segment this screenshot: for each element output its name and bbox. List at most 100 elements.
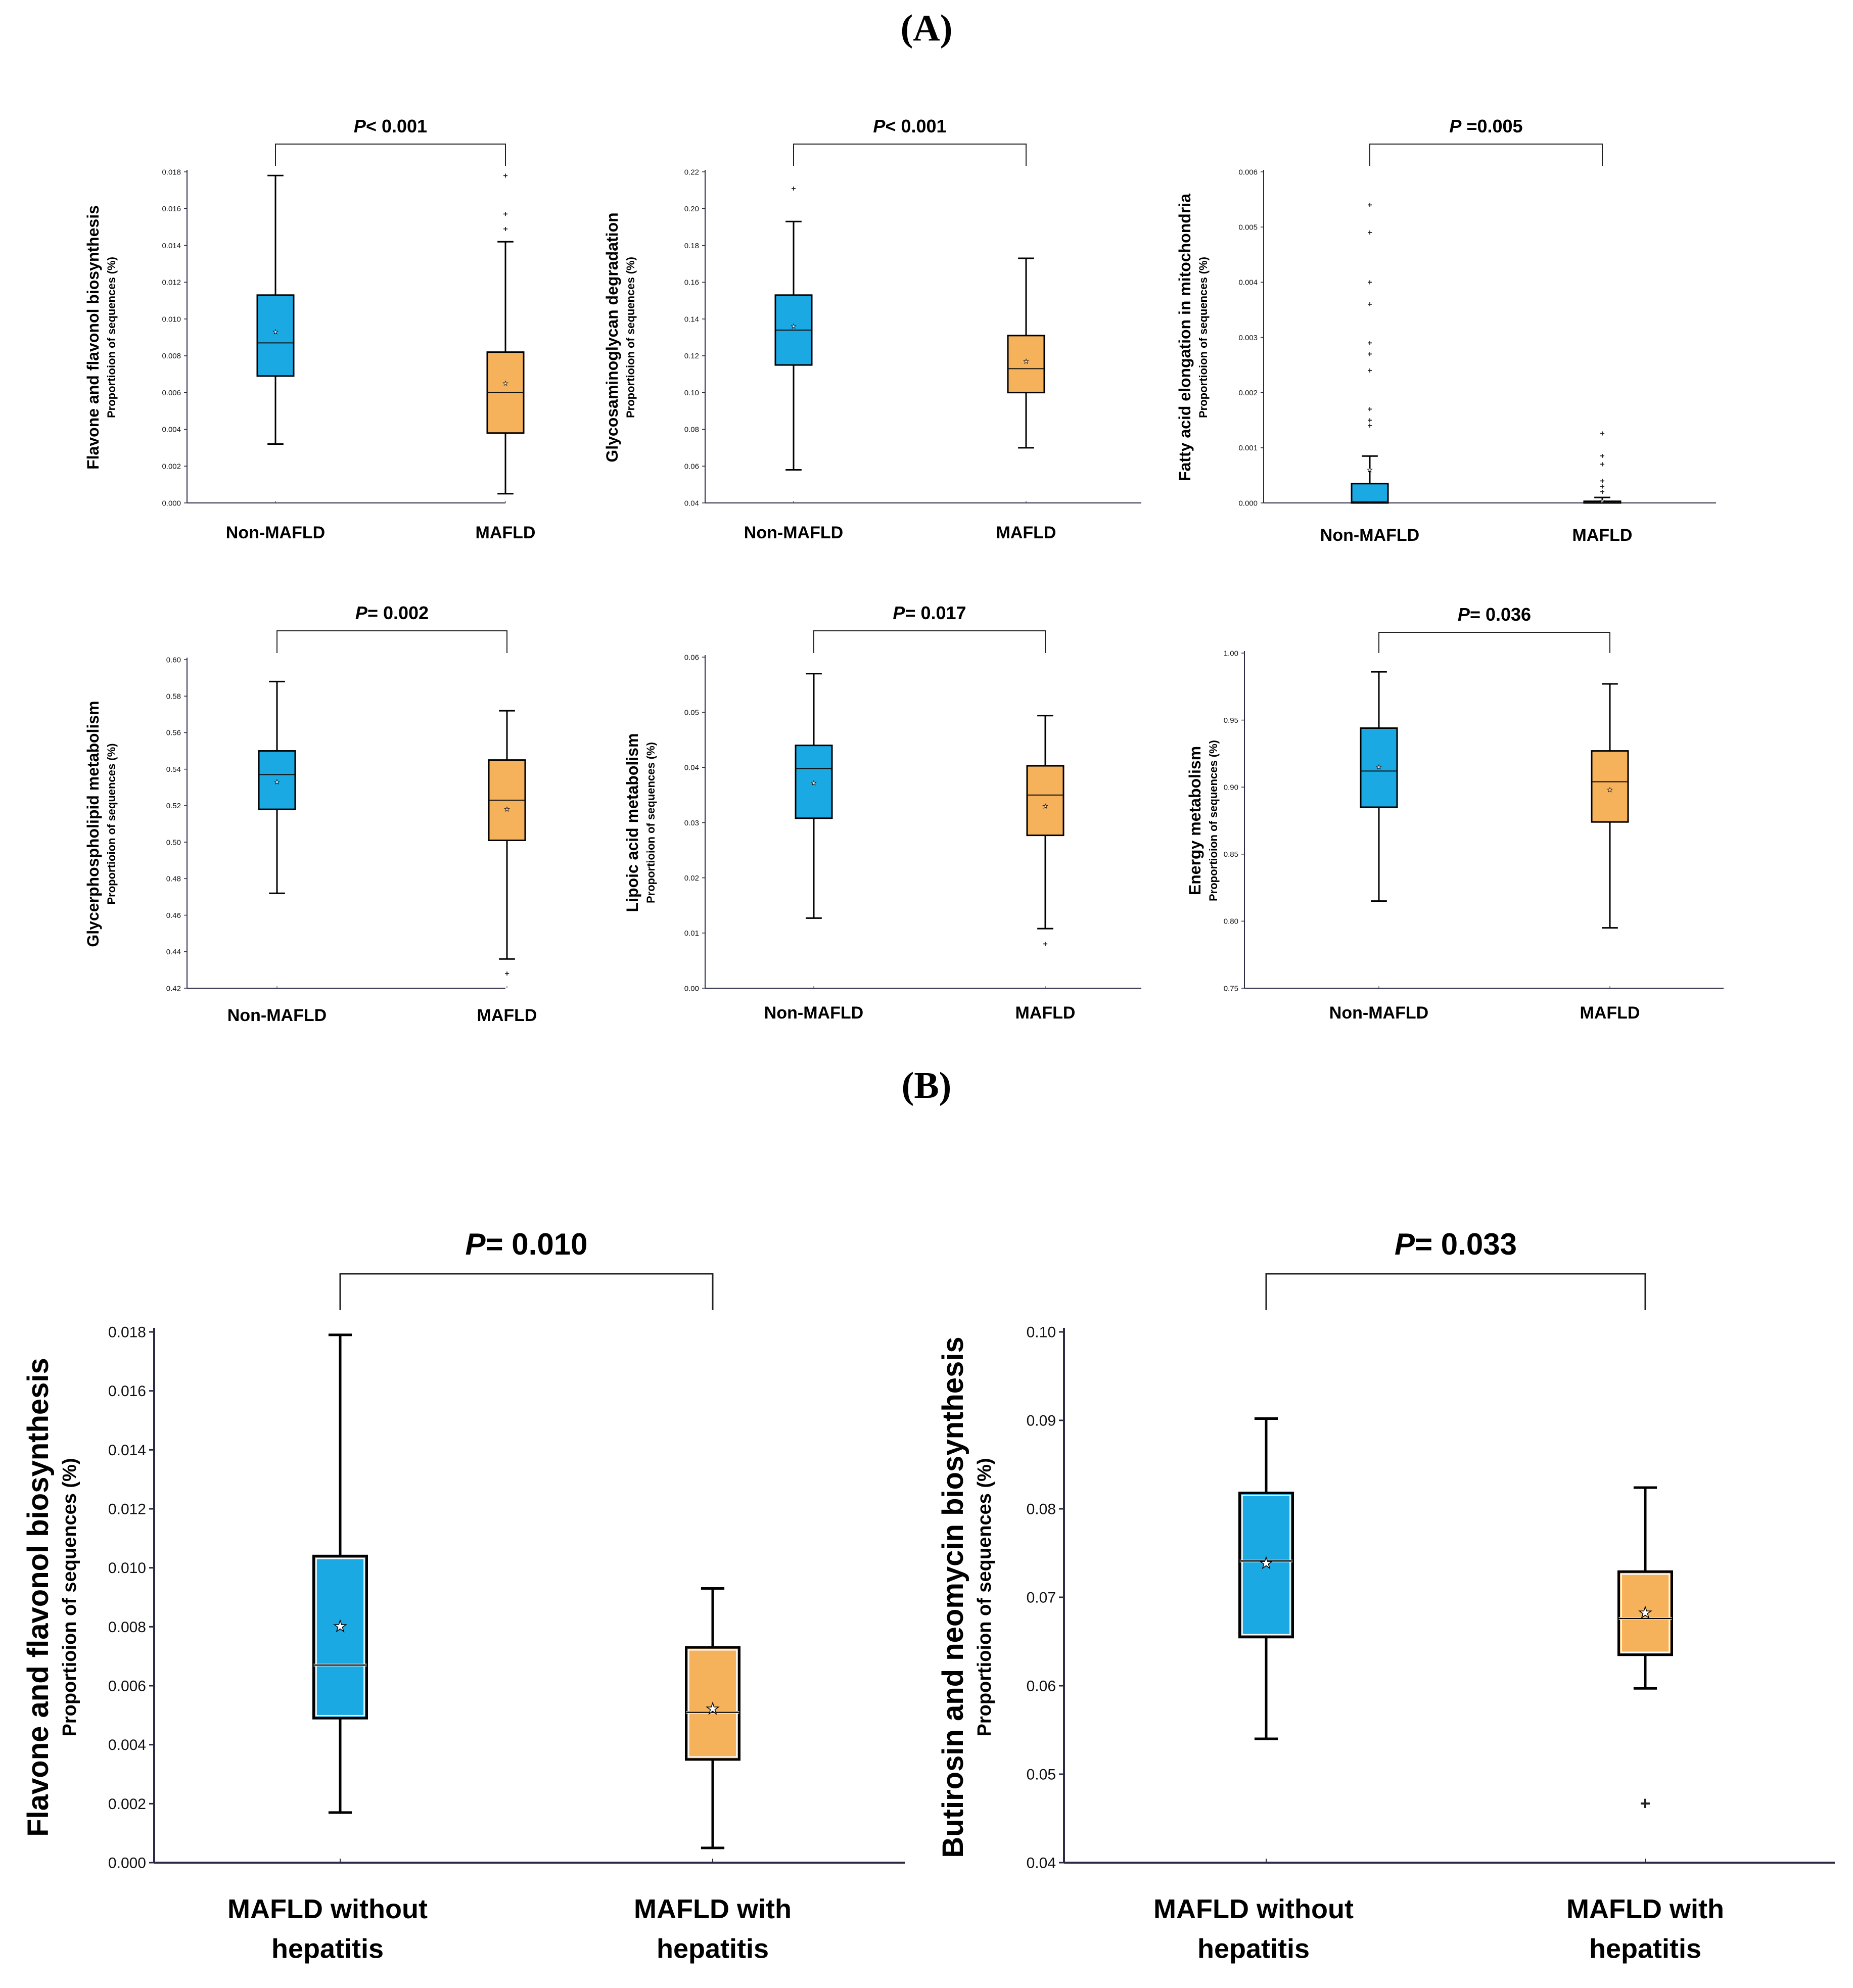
y-tick-label: 0.006 [108, 1678, 146, 1695]
x-category-label: Non-MAFLD [1329, 1003, 1428, 1023]
y-tick-label: 1.00 [1224, 649, 1238, 658]
x-category-label: MAFLD without [1153, 1894, 1354, 1924]
mean-marker: ★ [273, 329, 279, 336]
y-tick-label: 0.010 [162, 315, 181, 323]
iqr-box-inner-outline [1620, 1574, 1670, 1653]
outlier-marker: + [1367, 422, 1372, 430]
outlier-marker: + [1367, 416, 1372, 425]
x-category-label: MAFLD [1580, 1003, 1640, 1023]
y-tick-label: 0.006 [162, 389, 181, 397]
p-value: < 0.001 [885, 116, 946, 136]
p-symbol: P [466, 1227, 486, 1261]
x-category-label: Non-MAFLD [227, 1006, 327, 1025]
outlier-marker: + [1367, 201, 1372, 210]
x-category-label: hepatitis [657, 1933, 769, 1964]
outlier-marker: + [1600, 477, 1604, 485]
box-group1: ★ + Non-MAFLD [744, 184, 843, 542]
outlier-marker: + [1600, 488, 1604, 496]
y-tick-label: 0.08 [1027, 1501, 1056, 1518]
p-symbol: P [1395, 1227, 1415, 1261]
outlier-marker: + [504, 969, 509, 978]
y-tick-label: 0.008 [162, 352, 181, 360]
iqr-box [1007, 335, 1045, 394]
y-axis-subtitle: Proportioion of sequences (%) [624, 257, 637, 418]
y-tick-label: 0.03 [684, 819, 699, 827]
outlier-marker: + [503, 210, 507, 219]
x-category-label: MAFLD [1015, 1003, 1076, 1023]
box-group2: ★ MAFLD [1580, 683, 1640, 1023]
y-tick-label: 0.46 [166, 911, 181, 920]
p-value-label: P= 0.036 [1458, 604, 1531, 625]
y-tick-label: 0.016 [108, 1383, 146, 1400]
charts: 0.000 0.002 0.004 0.006 0.008 0.010 0.012 0.014… [22, 116, 1835, 1964]
p-symbol: P [1449, 116, 1462, 136]
y-tick-label: 0.000 [108, 1855, 146, 1872]
y-axis-title: Flavone and flavonol biosynthesis [84, 205, 102, 470]
significance-bracket [813, 630, 1046, 653]
y-tick-label: 0.001 [1238, 444, 1258, 452]
boxplot-chart-5: 0.00 0.01 0.02 0.03 0.04 0.05 0.06 Lipoic acid … [623, 603, 1141, 1023]
outlier-marker: + [1600, 452, 1604, 460]
y-tick-label: 0.014 [162, 242, 181, 250]
y-tick-label: 0.10 [684, 389, 699, 397]
y-tick-label: 0.16 [684, 279, 699, 287]
iqr-box [256, 294, 295, 377]
y-axis-title: Flavone and flavonol biosynthesis [22, 1358, 55, 1837]
y-tick-label: 0.50 [166, 838, 181, 847]
y-tick-label: 0.44 [166, 948, 181, 956]
p-value: = 0.017 [905, 603, 966, 623]
mean-marker: ★ [504, 806, 510, 813]
y-tick-label: 0.06 [1027, 1678, 1056, 1695]
outlier-marker: + [1367, 300, 1372, 309]
iqr-box-inner-outline [315, 1558, 365, 1717]
significance-bracket [1378, 632, 1610, 653]
p-value-label: P< 0.001 [354, 116, 427, 136]
outlier-marker: + [1043, 940, 1047, 949]
y-tick-label: 0.75 [1224, 984, 1238, 993]
box-group2: ★++++++MAFLD [1572, 429, 1633, 545]
y-tick-label: 0.014 [108, 1442, 146, 1459]
box-group2: ★ + MAFLD with hepatitis [1566, 1486, 1724, 1964]
y-tick-label: 0.85 [1224, 850, 1238, 859]
outlier-marker: + [1640, 1793, 1650, 1814]
box-group1: ★ Non-MAFLD [1329, 671, 1428, 1023]
y-tick-label: 0.06 [684, 653, 699, 662]
iqr-box [312, 1554, 368, 1720]
iqr-box [1238, 1492, 1294, 1639]
p-value: = 0.033 [1415, 1227, 1517, 1261]
panel-label-a: (A) [901, 8, 953, 49]
iqr-box [258, 750, 296, 810]
y-tick-label: 0.14 [684, 315, 699, 323]
y-tick-label: 0.00 [684, 984, 699, 993]
significance-bracket [1369, 144, 1603, 166]
p-value-label: P< 0.001 [873, 116, 946, 136]
boxplot-chart-6: 0.75 0.80 0.85 0.90 0.95 1.00 Energy metabolis… [1186, 604, 1724, 1023]
mean-marker: ★ [1607, 787, 1613, 794]
outlier-marker: + [1600, 460, 1604, 469]
outlier-marker: + [1600, 482, 1604, 491]
outlier-marker: + [1367, 350, 1372, 358]
y-tick-label: 0.60 [166, 656, 181, 664]
y-tick-label: 0.005 [1238, 223, 1258, 232]
x-category-label: MAFLD with [1566, 1894, 1724, 1924]
mean-marker: ★ [1376, 763, 1382, 770]
iqr-box [795, 745, 833, 819]
y-tick-label: 0.09 [1027, 1413, 1056, 1429]
boxplot-chart-3: 0.000 0.001 0.002 0.003 0.004 0.005 0.006 Fatty… [1176, 116, 1716, 545]
outlier-marker: + [1367, 339, 1372, 347]
iqr-box [1617, 1570, 1673, 1656]
boxplot-chart-8: 0.04 0.05 0.06 0.07 0.08 0.09 0.10 Butirosin an… [937, 1227, 1835, 1964]
box-group1: ★ Non-MAFLD [226, 174, 325, 542]
y-axis-title: Lipoic acid metabolism [623, 733, 641, 912]
y-tick-label: 0.58 [166, 692, 181, 701]
p-symbol: P [873, 116, 886, 136]
y-axis-subtitle: Proportioion of sequences (%) [105, 257, 118, 418]
y-tick-label: 0.54 [166, 765, 181, 774]
outlier-marker: + [1367, 405, 1372, 413]
x-category-label: MAFLD with [634, 1894, 792, 1924]
y-tick-label: 0.20 [684, 205, 699, 213]
y-tick-label: 0.02 [684, 874, 699, 883]
iqr-box-inner-outline [1241, 1495, 1291, 1635]
p-value-label: P =0.005 [1449, 116, 1522, 136]
